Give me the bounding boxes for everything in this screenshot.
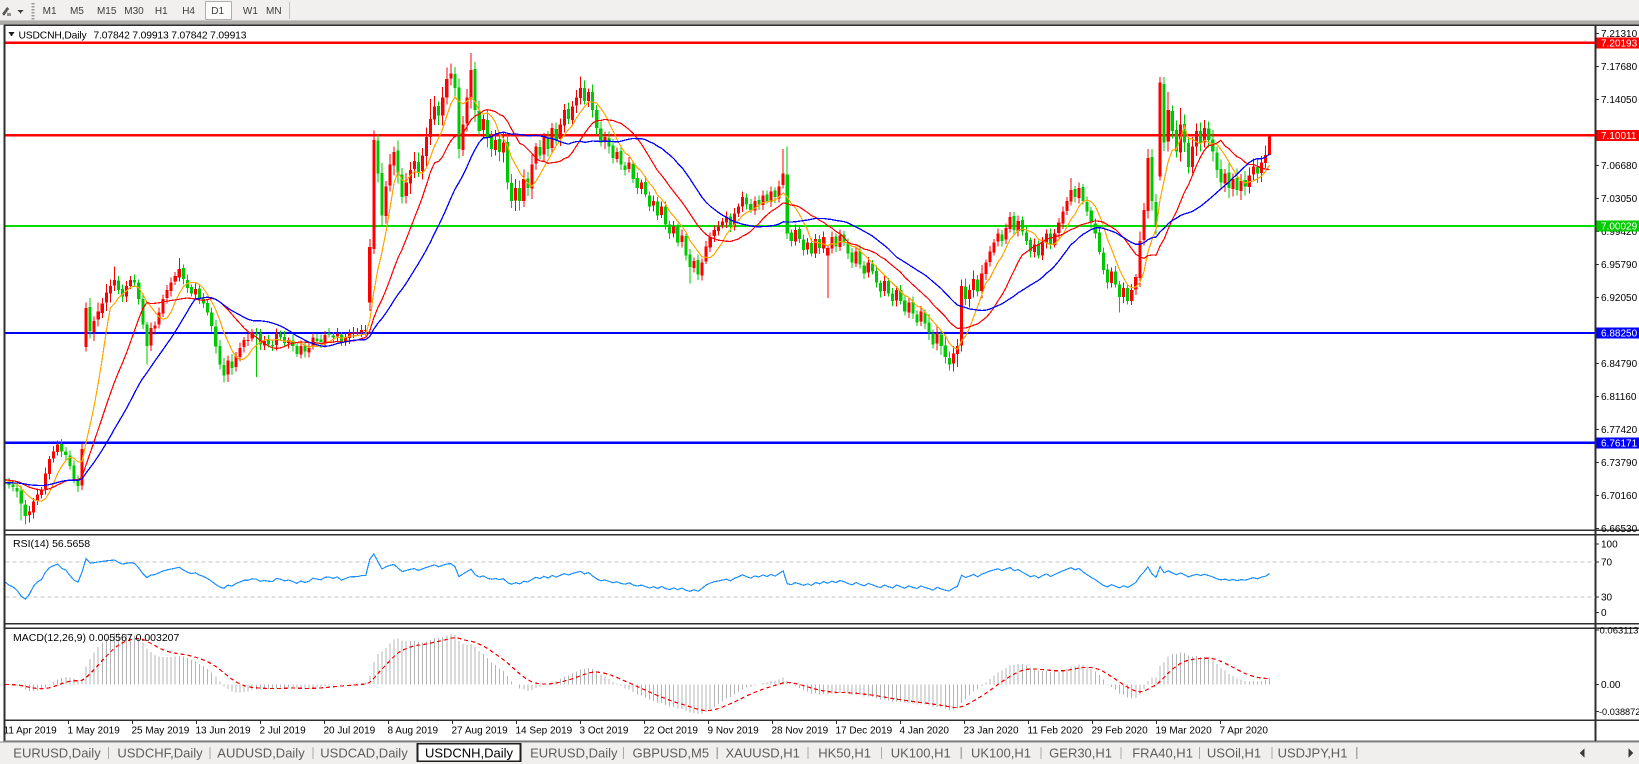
svg-text:0.00: 0.00 (1601, 680, 1621, 691)
svg-text:3 Oct 2019: 3 Oct 2019 (580, 726, 629, 737)
svg-text:70: 70 (1601, 557, 1613, 568)
svg-text:6.81160: 6.81160 (1601, 392, 1637, 403)
svg-text:13 Jun 2019: 13 Jun 2019 (196, 726, 251, 737)
svg-text:1 May 2019: 1 May 2019 (68, 726, 121, 737)
svg-text:XAUUSD,H1: XAUUSD,H1 (725, 746, 799, 761)
svg-text:0: 0 (1601, 608, 1607, 619)
svg-text:M30: M30 (124, 6, 144, 17)
svg-text:RSI(14) 56.5658: RSI(14) 56.5658 (13, 538, 90, 550)
svg-text:4 Jan 2020: 4 Jan 2020 (900, 726, 950, 737)
svg-text:W1: W1 (243, 6, 258, 17)
svg-text:7.06680: 7.06680 (1601, 161, 1638, 172)
svg-text:6.76171: 6.76171 (1601, 439, 1638, 450)
svg-text:EURUSD,Daily: EURUSD,Daily (530, 746, 618, 761)
svg-text:H4: H4 (182, 6, 195, 17)
svg-text:6.84790: 6.84790 (1601, 359, 1638, 370)
svg-text:6.66530: 6.66530 (1601, 524, 1638, 535)
svg-text:6.95790: 6.95790 (1601, 260, 1638, 271)
svg-text:GER30,H1: GER30,H1 (1049, 746, 1112, 761)
svg-text:7.00029: 7.00029 (1601, 222, 1638, 233)
svg-text:22 Oct 2019: 22 Oct 2019 (644, 726, 699, 737)
svg-text:MN: MN (266, 6, 282, 17)
svg-text:25 May 2019: 25 May 2019 (132, 726, 190, 737)
svg-text:100: 100 (1601, 539, 1618, 550)
svg-text:7.21310: 7.21310 (1601, 29, 1638, 40)
svg-text:9 Nov 2019: 9 Nov 2019 (708, 726, 760, 737)
svg-text:23 Jan 2020: 23 Jan 2020 (964, 726, 1019, 737)
svg-text:MACD(12,26,9) 0.005567 0.00320: MACD(12,26,9) 0.005567 0.003207 (13, 632, 180, 644)
svg-text:GBPUSD,M5: GBPUSD,M5 (633, 746, 710, 761)
svg-text:AUDUSD,Daily: AUDUSD,Daily (217, 746, 305, 761)
svg-text:D1: D1 (211, 6, 224, 17)
svg-text:11 Apr 2019: 11 Apr 2019 (4, 726, 58, 737)
svg-text:6.92050: 6.92050 (1601, 293, 1638, 304)
svg-text:-0.038872: -0.038872 (1599, 707, 1639, 717)
svg-text:UK100,H1: UK100,H1 (891, 746, 951, 761)
svg-text:7.07842 7.09913 7.07842 7.0991: 7.07842 7.09913 7.07842 7.09913 (94, 30, 247, 41)
svg-text:6.88250: 6.88250 (1601, 329, 1638, 340)
svg-text:USDCNH,Daily: USDCNH,Daily (19, 30, 88, 41)
svg-text:7.20193: 7.20193 (1601, 39, 1638, 50)
svg-text:M1: M1 (43, 6, 57, 17)
svg-text:USDCAD,Daily: USDCAD,Daily (320, 746, 408, 761)
svg-text:7.10011: 7.10011 (1601, 131, 1637, 142)
svg-text:USDCHF,Daily: USDCHF,Daily (117, 746, 203, 761)
svg-text:H1: H1 (155, 6, 168, 17)
svg-text:7.17680: 7.17680 (1601, 62, 1638, 73)
svg-text:USOil,H1: USOil,H1 (1207, 746, 1261, 761)
svg-text:EURUSD,Daily: EURUSD,Daily (13, 746, 101, 761)
svg-text:6.70160: 6.70160 (1601, 491, 1638, 502)
svg-text:8 Aug 2019: 8 Aug 2019 (388, 726, 439, 737)
svg-text:19 Mar 2020: 19 Mar 2020 (1156, 726, 1213, 737)
svg-text:17 Dec 2019: 17 Dec 2019 (836, 726, 893, 737)
svg-text:20 Jul 2019: 20 Jul 2019 (324, 726, 376, 737)
svg-text:UK100,H1: UK100,H1 (971, 746, 1031, 761)
svg-text:6.77420: 6.77420 (1601, 425, 1638, 436)
svg-text:M15: M15 (97, 6, 117, 17)
svg-text:29 Feb 2020: 29 Feb 2020 (1092, 726, 1149, 737)
svg-text:28 Nov 2019: 28 Nov 2019 (772, 726, 829, 737)
svg-text:M5: M5 (70, 6, 84, 17)
svg-text:30: 30 (1601, 593, 1613, 604)
svg-text:0.063113: 0.063113 (1600, 626, 1639, 637)
svg-text:7 Apr 2020: 7 Apr 2020 (1220, 726, 1269, 737)
svg-text:2 Jul 2019: 2 Jul 2019 (260, 726, 307, 737)
svg-text:27 Aug 2019: 27 Aug 2019 (452, 726, 509, 737)
svg-text:HK50,H1: HK50,H1 (818, 746, 871, 761)
svg-text:7.14050: 7.14050 (1601, 95, 1638, 106)
svg-text:14 Sep 2019: 14 Sep 2019 (516, 726, 573, 737)
svg-text:6.99420: 6.99420 (1601, 227, 1638, 238)
svg-text:7.03050: 7.03050 (1601, 194, 1638, 205)
svg-text:USDJPY,H1: USDJPY,H1 (1278, 746, 1348, 761)
svg-text:USDCNH,Daily: USDCNH,Daily (425, 746, 514, 761)
svg-text:11 Feb 2020: 11 Feb 2020 (1028, 726, 1084, 737)
svg-text:FRA40,H1: FRA40,H1 (1132, 746, 1193, 761)
svg-text:6.73790: 6.73790 (1601, 458, 1638, 469)
